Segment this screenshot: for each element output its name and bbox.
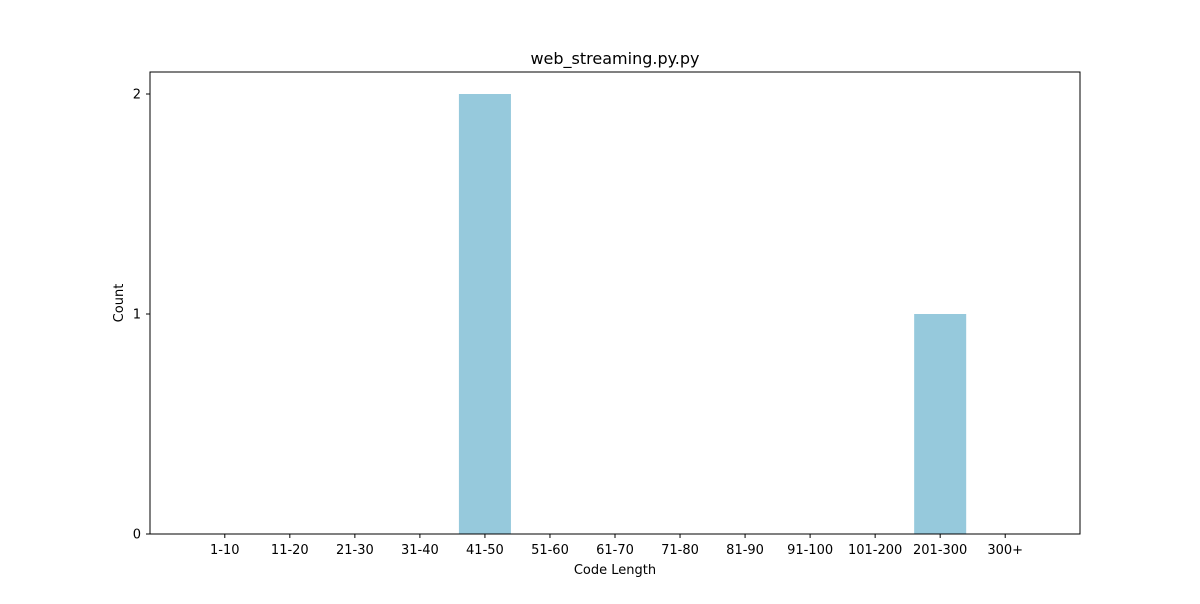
x-tick-label: 31-40 — [401, 543, 439, 558]
chart-title: web_streaming.py.py — [530, 49, 699, 69]
bar-201-300 — [914, 314, 967, 534]
x-tick-label: 101-200 — [848, 543, 902, 558]
y-axis-ticks: 0 1 2 — [133, 88, 150, 543]
x-tick-label: 201-300 — [913, 543, 967, 558]
x-tick-label: 41-50 — [466, 543, 504, 558]
x-tick-label: 11-20 — [271, 543, 309, 558]
x-tick-label: 1-10 — [210, 543, 240, 558]
x-tick-label: 300+ — [987, 543, 1023, 558]
x-tick-label: 71-80 — [661, 543, 699, 558]
bars-layer — [458, 94, 967, 534]
bar-41-50 — [458, 94, 511, 534]
y-axis-label: Count — [112, 284, 127, 323]
y-tick-label: 0 — [133, 528, 141, 543]
x-tick-label: 51-60 — [531, 543, 569, 558]
y-tick-label: 1 — [133, 308, 141, 323]
x-tick-label: 81-90 — [726, 543, 764, 558]
x-tick-label: 61-70 — [596, 543, 634, 558]
x-tick-label: 21-30 — [336, 543, 374, 558]
x-axis-ticks: 1-10 11-20 21-30 31-40 41-50 51-60 61-70 71-80 8… — [210, 534, 1023, 558]
y-tick-label: 2 — [133, 88, 141, 103]
x-tick-label: 91-100 — [787, 543, 833, 558]
x-axis-label: Code Length — [574, 563, 656, 578]
